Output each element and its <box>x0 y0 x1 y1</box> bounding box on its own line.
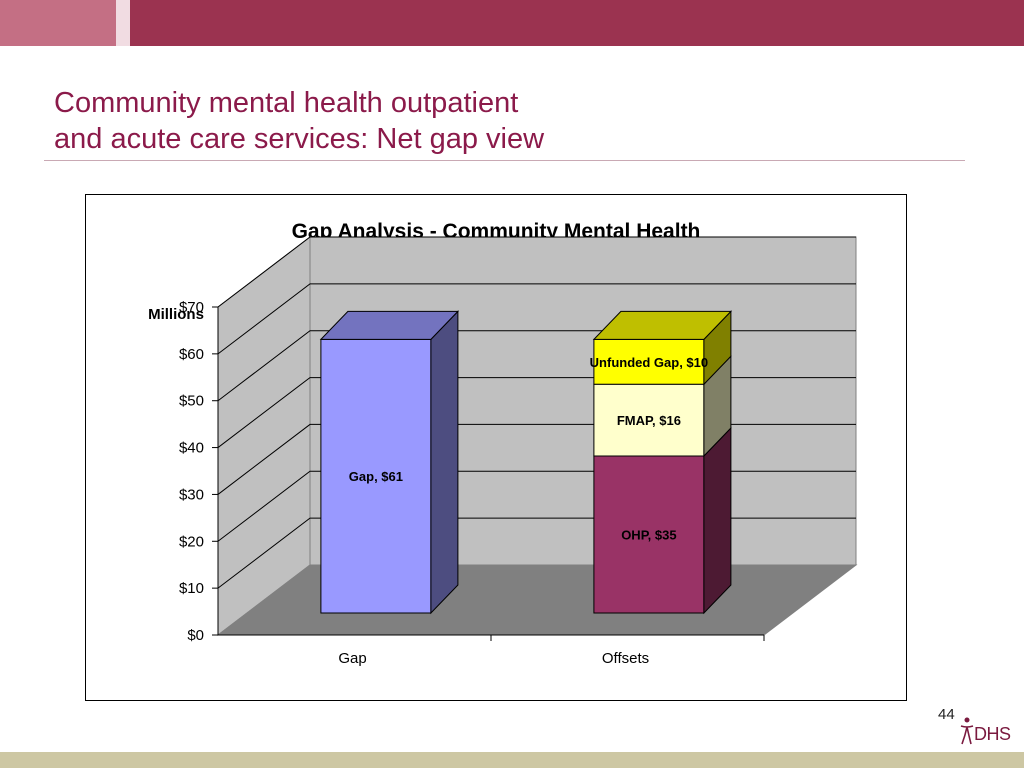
dhs-logo-text: DHS <box>974 724 1011 744</box>
gridline-7 <box>217 236 856 308</box>
page-number: 44 <box>938 706 955 723</box>
slide-title-line-2: and acute care services: Net gap view <box>54 123 545 155</box>
top-banner-divider <box>116 0 130 46</box>
bar-fmap-front <box>593 383 705 457</box>
data-label-ohp: OHP, $35 <box>621 528 676 543</box>
top-banner-main-segment <box>130 0 1024 46</box>
data-label-gap: Gap, $61 <box>349 469 403 484</box>
bottom-banner <box>0 752 1024 768</box>
y-axis-label: Millions <box>148 306 204 323</box>
y-tick-label-2: $20 <box>179 533 204 550</box>
top-banner-light-segment <box>0 0 116 46</box>
y-tick-label-4: $40 <box>179 440 204 457</box>
y-tick-label-0: $0 <box>187 627 204 644</box>
x-category-label-gap: Gap <box>338 650 366 667</box>
bar-unfunded-gap-top <box>592 310 733 340</box>
gap-analysis-chart: Gap Analysis - Community Mental Health$0… <box>148 220 858 667</box>
data-label-fmap: FMAP, $16 <box>617 413 681 428</box>
gridline-6 <box>217 283 856 355</box>
x-category-label-offsets: Offsets <box>602 650 649 667</box>
bar-ohp-front <box>593 455 705 614</box>
bar-ohp-side <box>703 426 732 615</box>
chart-frame: Gap Analysis - Community Mental Health $0… <box>85 194 907 701</box>
y-tick-label-6: $60 <box>179 346 204 363</box>
y-tick-label-7: $70 <box>179 299 204 316</box>
bar-gap-top <box>319 310 460 340</box>
y-tick-label-1: $10 <box>179 580 204 597</box>
data-label-unfunded-gap: Unfunded Gap, $10 <box>590 355 708 370</box>
top-banner <box>0 0 1024 46</box>
dhs-logo: DHS <box>956 714 1016 748</box>
bar-gap-front <box>320 338 432 614</box>
chart-floor <box>216 564 858 636</box>
slide-title: Community mental health outpatient and a… <box>54 85 544 157</box>
dhs-figure-icon <box>960 717 974 745</box>
slide-title-line-1: Community mental health outpatient <box>54 87 519 119</box>
bar-gap-side <box>430 310 459 615</box>
y-tick-label-5: $50 <box>179 393 204 410</box>
y-tick-label-3: $30 <box>179 486 204 503</box>
bar-unfunded-gap-front <box>593 338 705 385</box>
title-divider <box>44 160 965 161</box>
